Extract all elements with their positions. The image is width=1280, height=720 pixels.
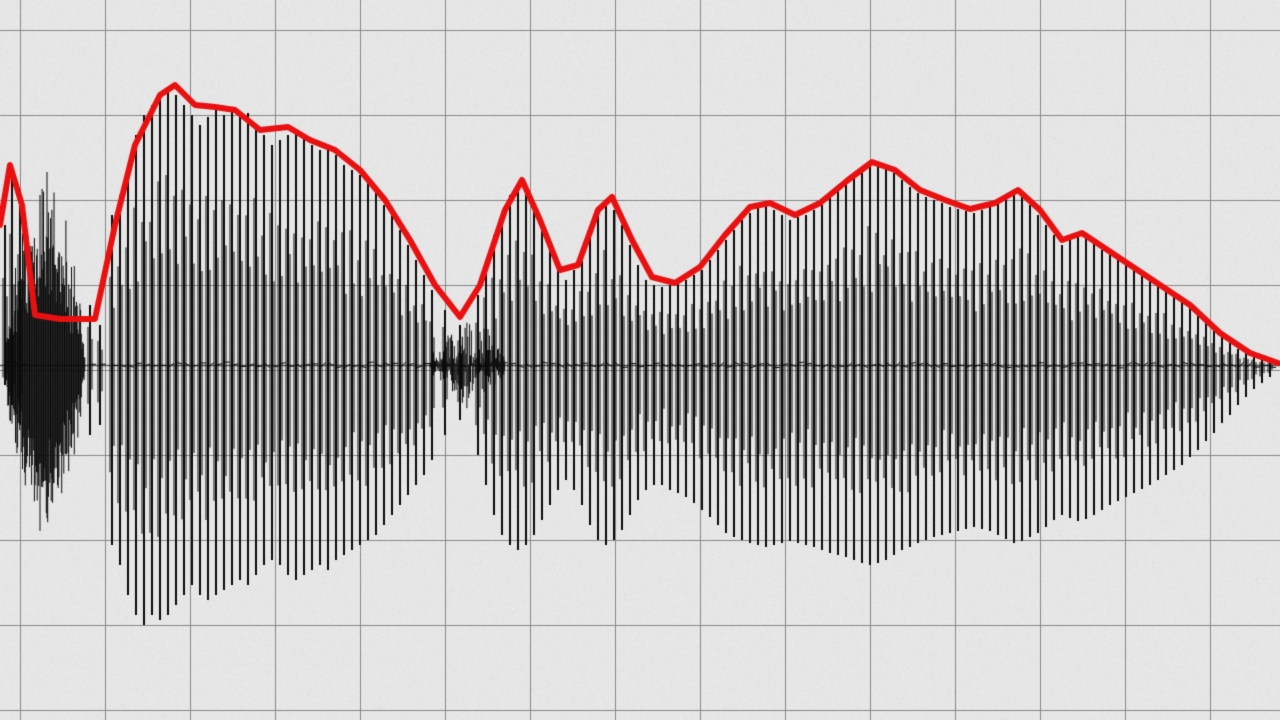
- waveform-chart: [0, 0, 1280, 720]
